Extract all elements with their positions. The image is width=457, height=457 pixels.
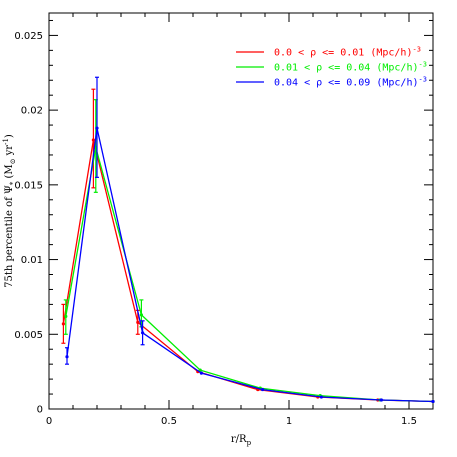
- series-layer: [61, 76, 435, 404]
- legend: 0.0 < ρ <= 0.01 (Mpc/h)-30.01 < ρ <= 0.0…: [236, 46, 427, 89]
- y-axis-label-main: 75th percentile of Ψ: [4, 185, 15, 288]
- x-tick-label: 0.5: [161, 416, 177, 427]
- x-axis-label: r/Rp: [231, 434, 252, 447]
- series-2: [63, 99, 435, 404]
- data-point: [136, 320, 140, 324]
- series-1: [61, 88, 435, 404]
- y-axis-label: 75th percentile of Ψ* (M⊙ yr-1): [2, 134, 17, 288]
- y-axis-label-units-tail: yr: [4, 145, 15, 159]
- legend-label-main: 0.04 < ρ <= 0.09 (Mpc/h): [274, 78, 419, 89]
- legend-label: 0.0 < ρ <= 0.01 (Mpc/h)-3: [274, 46, 421, 59]
- legend-label: 0.04 < ρ <= 0.09 (Mpc/h)-3: [274, 76, 427, 89]
- series-3: [65, 76, 435, 404]
- axis-ticks: [48, 13, 433, 410]
- y-tick-label: 0.02: [21, 106, 43, 117]
- data-point: [379, 398, 383, 402]
- series-line: [65, 147, 434, 403]
- x-tick-label: 1: [286, 416, 292, 427]
- y-axis-label-sub: *: [9, 181, 17, 185]
- y-axis-label-units-sub: ⊙: [9, 158, 17, 164]
- data-point: [61, 322, 65, 326]
- y-axis-label-units-close: ): [4, 134, 15, 138]
- y-tick-label: 0.005: [14, 330, 43, 341]
- data-point: [65, 355, 69, 359]
- y-tick-label: 0.015: [14, 180, 43, 191]
- data-point: [431, 399, 435, 404]
- data-point: [91, 138, 95, 142]
- data-point: [261, 387, 265, 392]
- x-tick-label: 0: [46, 416, 52, 427]
- x-axis-label-main: r/R: [231, 434, 247, 445]
- data-point: [64, 314, 68, 318]
- legend-label-sup: -3: [419, 61, 427, 69]
- y-axis-label-units: (M: [4, 164, 15, 181]
- x-tick-label: 1.5: [401, 416, 417, 427]
- y-axis-label-units-sup: -1: [2, 138, 10, 145]
- legend-label: 0.01 < ρ <= 0.04 (Mpc/h)-3: [274, 61, 427, 74]
- legend-label-sup: -3: [419, 76, 427, 84]
- legend-label-main: 0.01 < ρ <= 0.04 (Mpc/h): [274, 63, 419, 74]
- legend-label-sup: -3: [412, 46, 420, 54]
- data-point: [139, 313, 143, 317]
- y-tick-label: 0: [37, 405, 43, 416]
- y-tick-label: 0.01: [21, 255, 43, 266]
- series-line: [62, 139, 434, 403]
- data-point: [199, 371, 203, 375]
- legend-label-main: 0.0 < ρ <= 0.01 (Mpc/h): [274, 48, 412, 59]
- data-point: [95, 126, 99, 130]
- y-tick-label: 0.025: [14, 31, 43, 42]
- data-point: [141, 331, 145, 335]
- axis-tick-labels: 0 0.5 1 1.5 0 0.005 0.01 0.015 0.02 0.025: [14, 31, 417, 427]
- series-line: [66, 127, 434, 403]
- x-axis-label-sub: p: [247, 439, 252, 447]
- data-point: [319, 395, 323, 399]
